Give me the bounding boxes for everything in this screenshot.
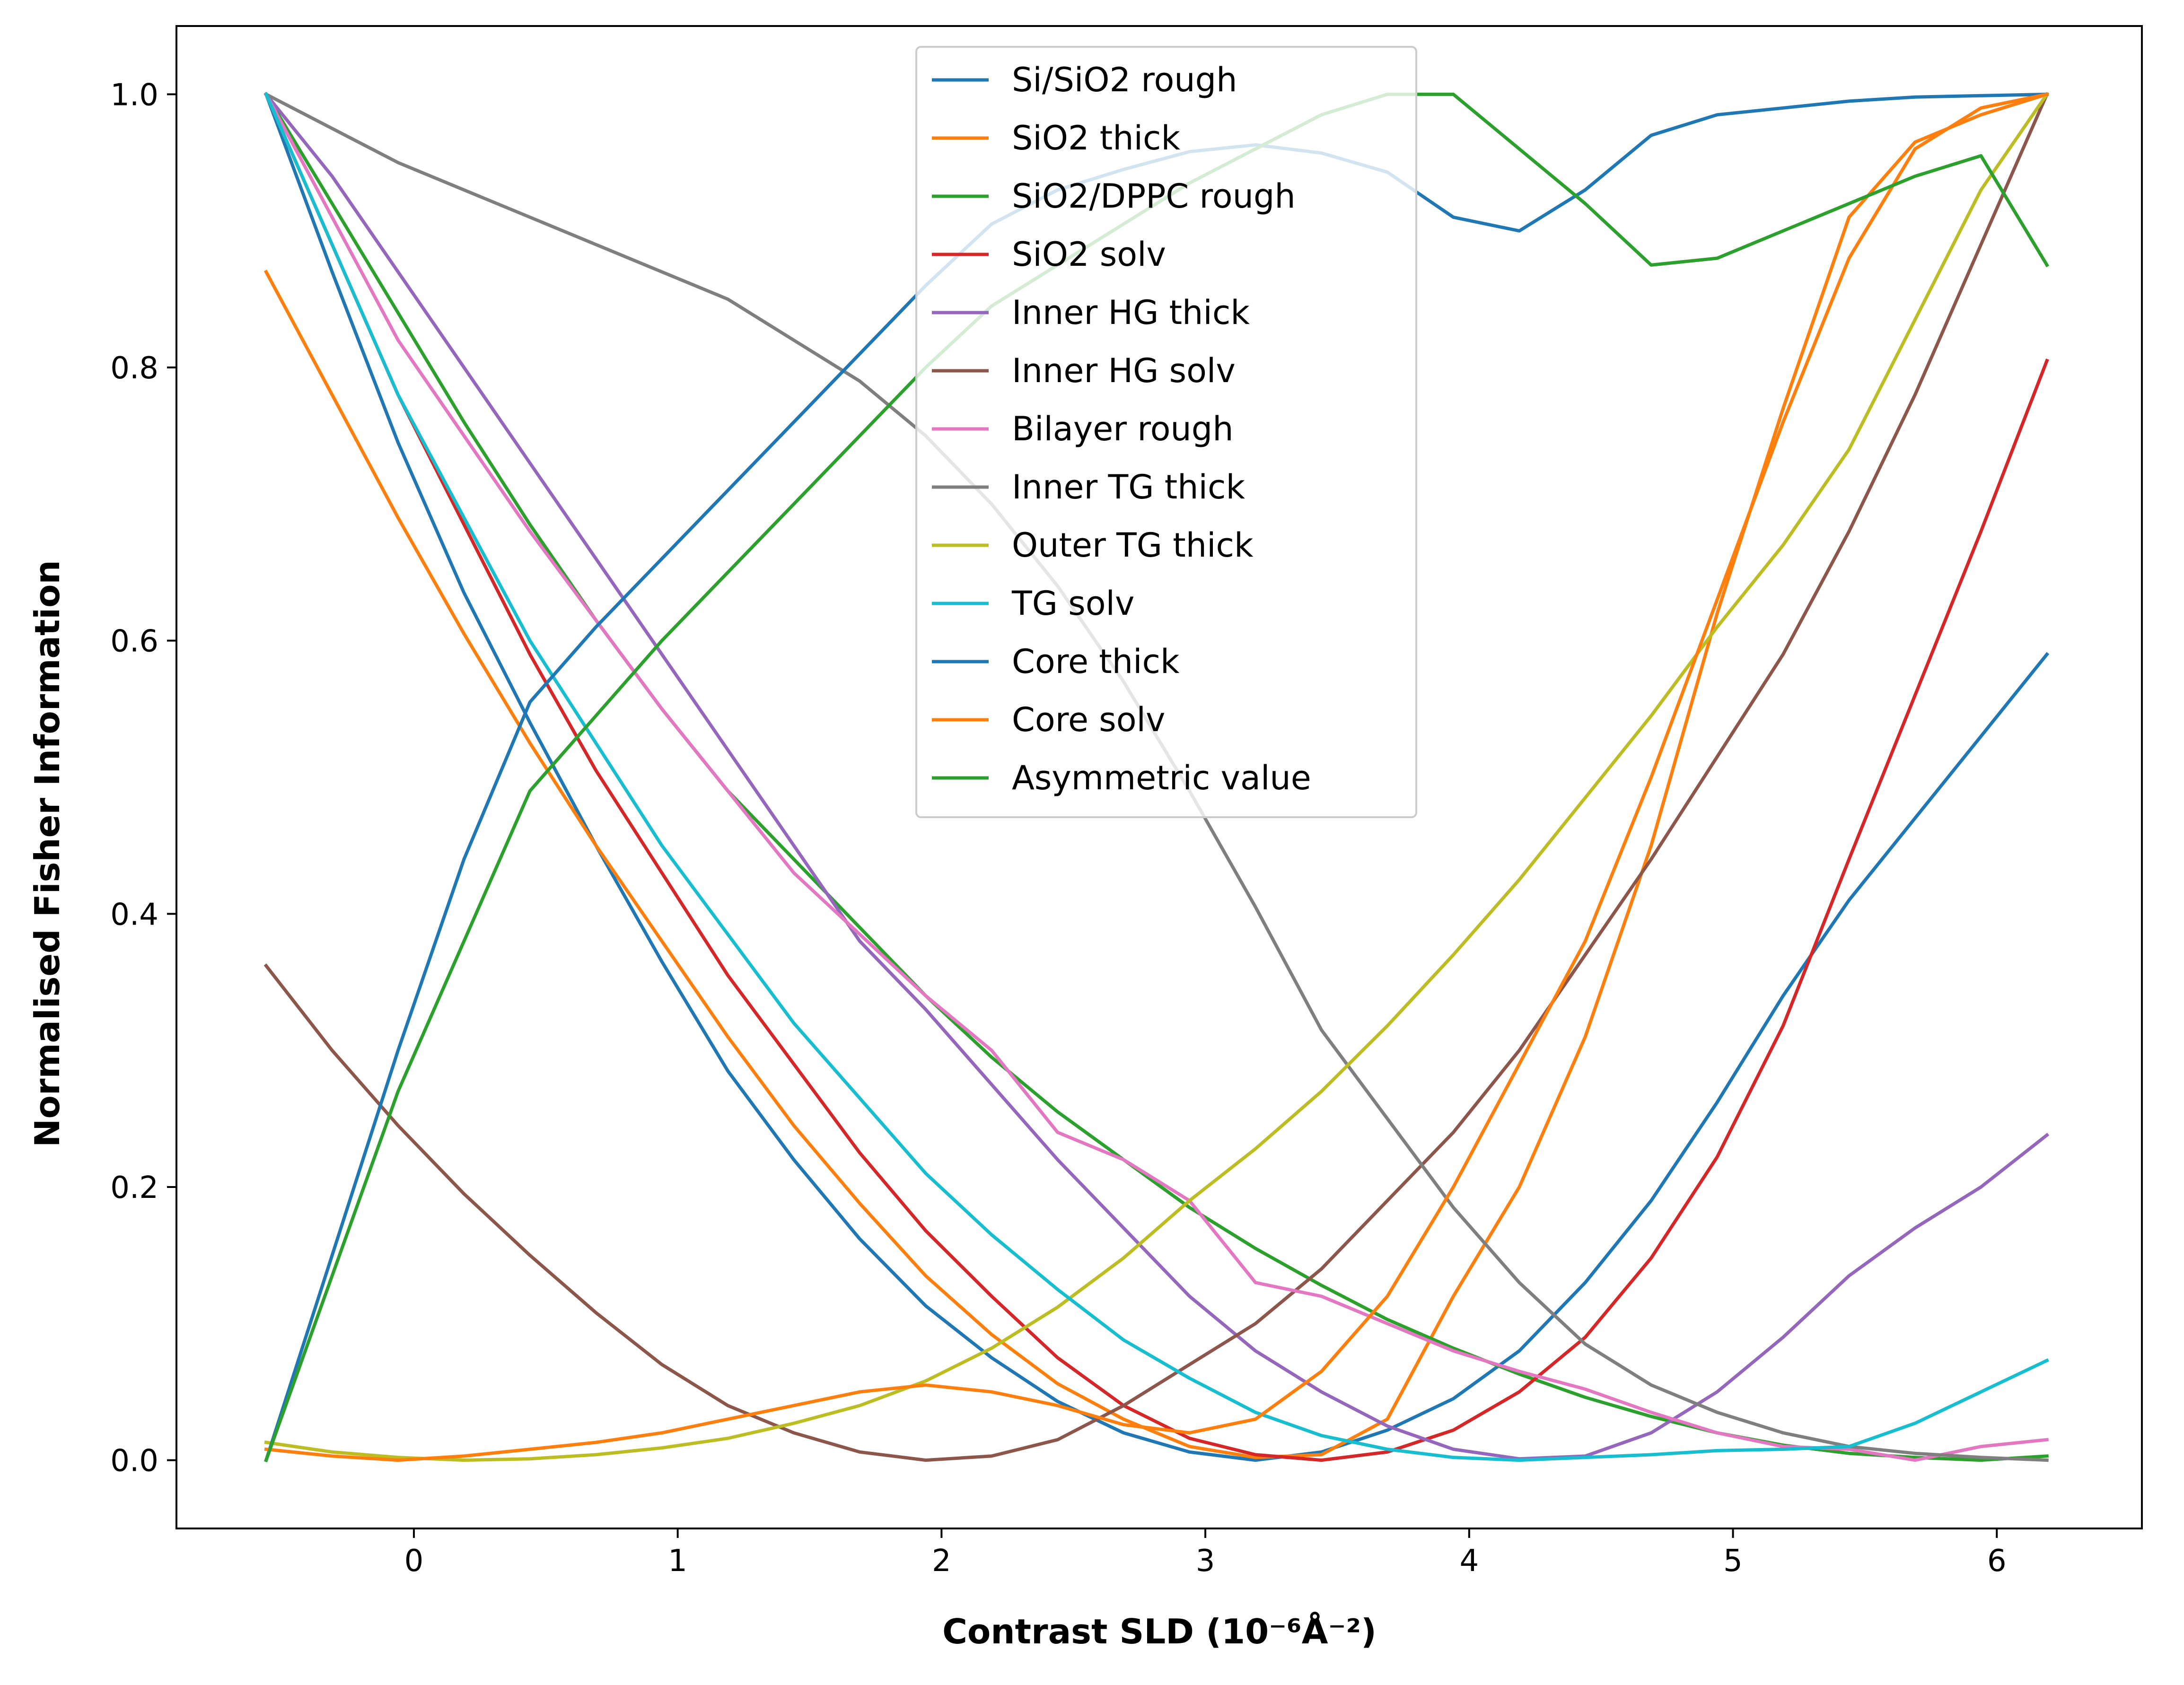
x-tick-label: 4	[1459, 1544, 1479, 1579]
series-line-1	[264, 92, 2050, 1462]
series-line-9	[264, 92, 2050, 1462]
legend-entry-label: Inner HG solv	[1012, 351, 1236, 390]
series-line-5	[263, 92, 2050, 1461]
x-tick-label: 1	[668, 1544, 687, 1579]
y-tick-label: 1.0	[110, 78, 158, 113]
y-axis-label: Normalised Fisher Information	[27, 560, 67, 1147]
y-tick-label: 0.8	[110, 351, 158, 386]
y-tick-label: 0.0	[110, 1444, 158, 1479]
legend-entry-label: Inner HG thick	[1012, 293, 1250, 332]
x-axis-label: Contrast SLD (10⁻⁶Å⁻²)	[942, 1612, 1377, 1651]
series-line-12	[264, 92, 2049, 1462]
axes-group: 0 1 2 3 4 5 6 0.0 0.2 0.4 0.6 0.8 1.0	[110, 25, 2143, 1579]
x-tick-label: 3	[1196, 1544, 1215, 1579]
legend-entry-label: SiO2 thick	[1012, 119, 1181, 157]
legend-entry-label: Si/SiO2 rough	[1012, 61, 1237, 99]
y-tick-label: 0.2	[110, 1170, 158, 1205]
legend-entry-label: Outer TG thick	[1012, 526, 1254, 565]
y-tick-label: 0.6	[110, 624, 158, 659]
x-tick-label: 6	[1987, 1544, 2007, 1579]
legend: Si/SiO2 rough SiO2 thick SiO2/DPPC rough Si…	[915, 46, 1417, 818]
legend-entry-label: Inner TG thick	[1012, 468, 1245, 506]
legend-box	[915, 46, 1417, 818]
series-line-7	[263, 92, 2049, 1462]
legend-entry-label: TG solv	[1011, 584, 1134, 623]
legend-entry-label: SiO2 solv	[1012, 235, 1166, 274]
legend-entry-label: Asymmetric value	[1012, 759, 1311, 797]
series-line-6	[263, 92, 2049, 1462]
axes-frame	[175, 25, 2143, 1529]
x-tick-label: 0	[404, 1544, 424, 1579]
x-tick-label: 2	[932, 1544, 951, 1579]
series-line-4	[263, 92, 2049, 1462]
series-line-10	[263, 92, 2049, 1462]
legend-entry-label: Core thick	[1012, 642, 1180, 681]
legend-entry-label: SiO2/DPPC rough	[1012, 177, 1296, 216]
legend-entry-label: Bilayer rough	[1012, 410, 1234, 448]
y-tick-label: 0.4	[110, 897, 158, 932]
legend-entry-label: Core solv	[1012, 700, 1165, 739]
x-tick-label: 5	[1723, 1544, 1743, 1579]
